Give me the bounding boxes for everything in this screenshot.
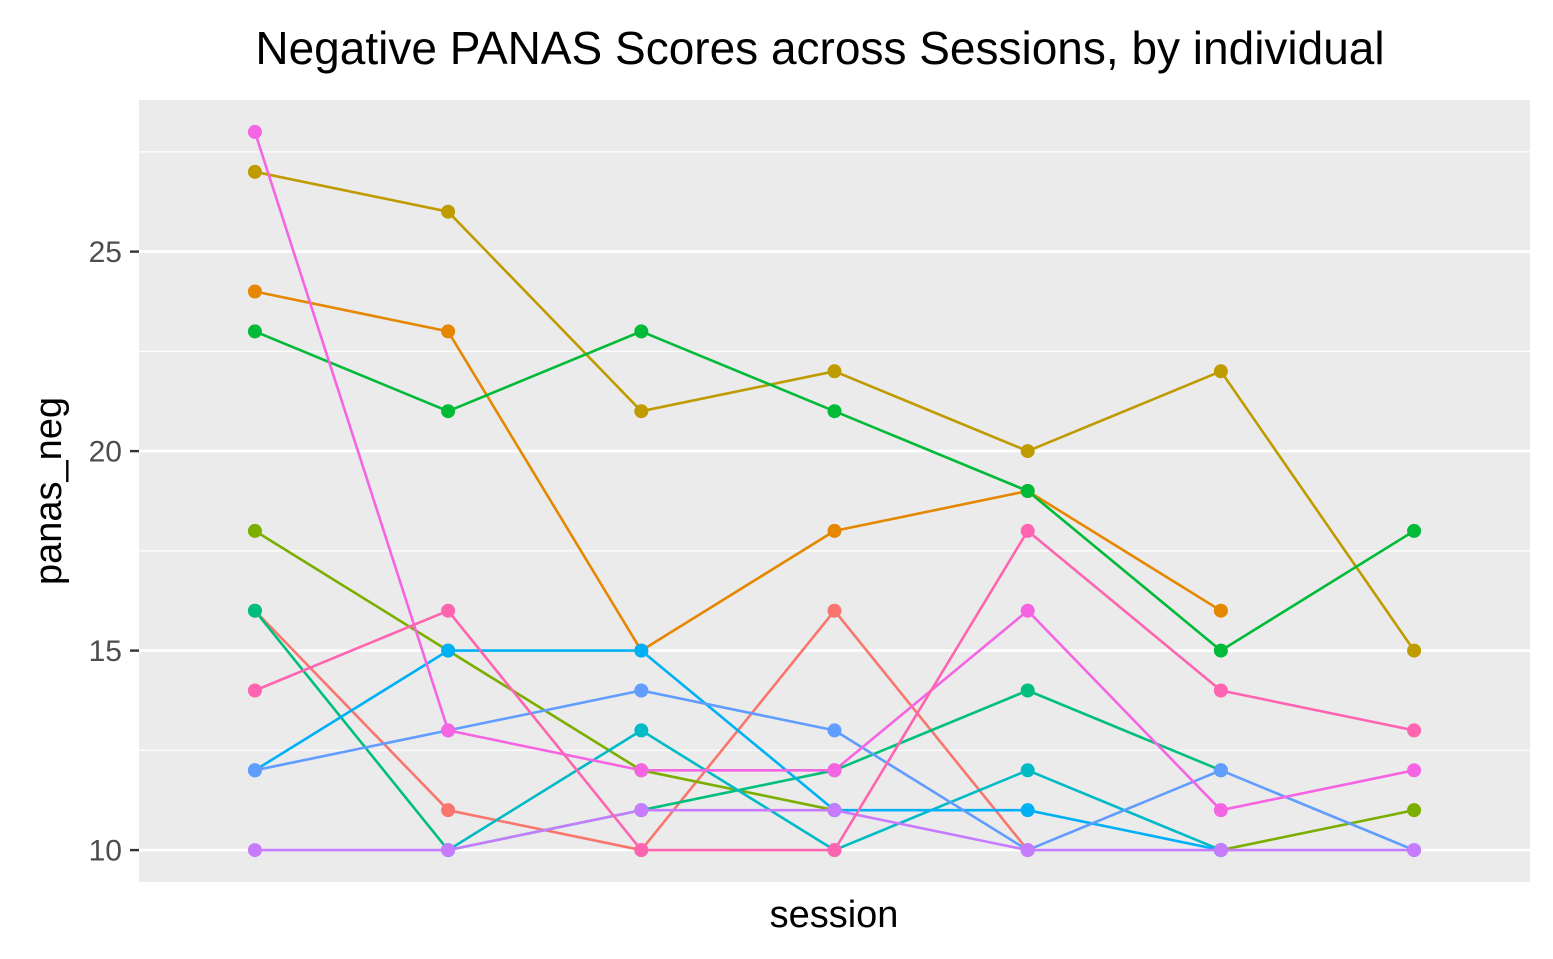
series-3-point-3 bbox=[634, 404, 649, 419]
series-3-point-4 bbox=[827, 364, 842, 379]
series-12-point-5 bbox=[1020, 523, 1035, 538]
series-10-point-6 bbox=[1213, 843, 1228, 858]
x-axis-label: session bbox=[770, 894, 899, 936]
series-5-point-1 bbox=[247, 324, 262, 339]
series-10-point-4 bbox=[827, 803, 842, 818]
series-11-point-1 bbox=[247, 124, 262, 139]
chart-title: Negative PANAS Scores across Sessions, b… bbox=[255, 22, 1384, 74]
series-9-point-3 bbox=[634, 683, 649, 698]
series-10-point-1 bbox=[247, 843, 262, 858]
series-5-point-6 bbox=[1213, 643, 1228, 658]
series-3-point-5 bbox=[1020, 444, 1035, 459]
minor-gridlines bbox=[139, 151, 1530, 751]
y-axis-ticks: 10 15 20 25 bbox=[89, 236, 139, 868]
series-10-point-7 bbox=[1407, 843, 1422, 858]
series-3-point-6 bbox=[1213, 364, 1228, 379]
series-2-point-2 bbox=[441, 324, 456, 339]
series-2-line bbox=[253, 290, 1223, 652]
series-11-point-5 bbox=[1020, 603, 1035, 618]
series-3-point-7 bbox=[1407, 643, 1422, 658]
series-4-point-1 bbox=[247, 523, 262, 538]
series-5-point-4 bbox=[827, 404, 842, 419]
series-12-point-2 bbox=[441, 603, 456, 618]
series-12-point-1 bbox=[247, 683, 262, 698]
series-11-point-3 bbox=[634, 763, 649, 778]
series-5-point-2 bbox=[441, 404, 456, 419]
series-10-point-2 bbox=[441, 843, 456, 858]
series-11-point-6 bbox=[1213, 803, 1228, 818]
series-8-line bbox=[253, 649, 1223, 852]
series-points bbox=[247, 124, 1422, 858]
y-tick-label-15: 15 bbox=[89, 635, 122, 668]
series-5-point-3 bbox=[634, 324, 649, 339]
y-tick-label-25: 25 bbox=[89, 236, 122, 269]
series-4-line-2 bbox=[1219, 808, 1416, 852]
series-8-point-3 bbox=[634, 643, 649, 658]
series-1-point-4 bbox=[827, 603, 842, 618]
series-9-point-6 bbox=[1213, 763, 1228, 778]
y-tick-label-10: 10 bbox=[89, 835, 122, 868]
series-5-point-7 bbox=[1407, 523, 1422, 538]
series-10-point-3 bbox=[634, 803, 649, 818]
series-6-point-5 bbox=[1020, 683, 1035, 698]
series-11-point-7 bbox=[1407, 763, 1422, 778]
series-5-point-5 bbox=[1020, 484, 1035, 498]
series-8-point-5 bbox=[1020, 803, 1035, 818]
series-9-point-4 bbox=[827, 723, 842, 738]
series-12-point-6 bbox=[1213, 683, 1228, 698]
series-4-point-7 bbox=[1407, 803, 1422, 818]
series-2-point-1 bbox=[247, 284, 262, 299]
series-10-point-5 bbox=[1020, 843, 1035, 858]
series-2-point-4 bbox=[827, 523, 842, 538]
y-tick-label-20: 20 bbox=[89, 436, 122, 469]
series-11-point-2 bbox=[441, 723, 456, 738]
series-12-point-3 bbox=[634, 843, 649, 858]
series-7-point-5 bbox=[1020, 763, 1035, 778]
series-12-point-7 bbox=[1407, 723, 1422, 738]
series-7-point-3 bbox=[634, 723, 649, 738]
series-9-point-1 bbox=[247, 763, 262, 778]
series-2-point-6 bbox=[1213, 603, 1228, 618]
series-11-point-4 bbox=[827, 763, 842, 778]
series-12-point-4 bbox=[827, 843, 842, 858]
y-axis-label: panas_neg bbox=[28, 397, 70, 585]
series-1-point-2 bbox=[441, 803, 456, 818]
series-8-point-2 bbox=[441, 643, 456, 658]
series-6-point-1 bbox=[247, 603, 262, 618]
series-3-point-1 bbox=[247, 164, 262, 179]
series-3-point-2 bbox=[441, 204, 456, 219]
